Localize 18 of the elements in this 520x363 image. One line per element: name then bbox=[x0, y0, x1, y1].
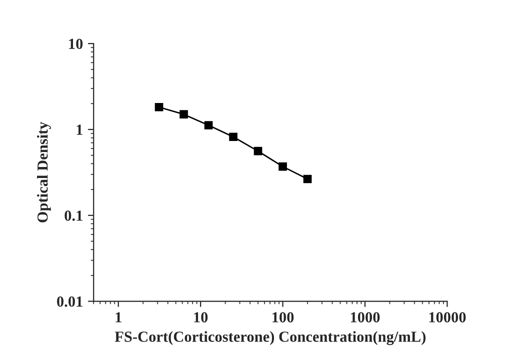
y-tick-label: 1 bbox=[76, 124, 82, 135]
x-tick-label: 10000 bbox=[429, 312, 466, 322]
y-tick-label: 0.1 bbox=[64, 210, 82, 221]
point bbox=[254, 146, 262, 156]
x-tick-label: 1000 bbox=[350, 312, 380, 322]
point bbox=[278, 162, 287, 171]
point bbox=[229, 132, 238, 142]
point bbox=[180, 110, 188, 119]
x-tick-label: 1 bbox=[116, 312, 122, 322]
y-axis-title: Optical Density bbox=[36, 122, 51, 222]
y-tick-label: 0.01 bbox=[57, 296, 82, 307]
point bbox=[303, 174, 312, 184]
x-tick-label: 100 bbox=[272, 312, 294, 322]
point bbox=[204, 121, 213, 130]
y-tick-label: 10 bbox=[69, 38, 83, 50]
x-tick-label: 10 bbox=[194, 312, 208, 322]
x-axis-title: FS-Cort(Corticosterone) Concentration(ng/mL) bbox=[114, 331, 426, 346]
point bbox=[154, 102, 164, 112]
